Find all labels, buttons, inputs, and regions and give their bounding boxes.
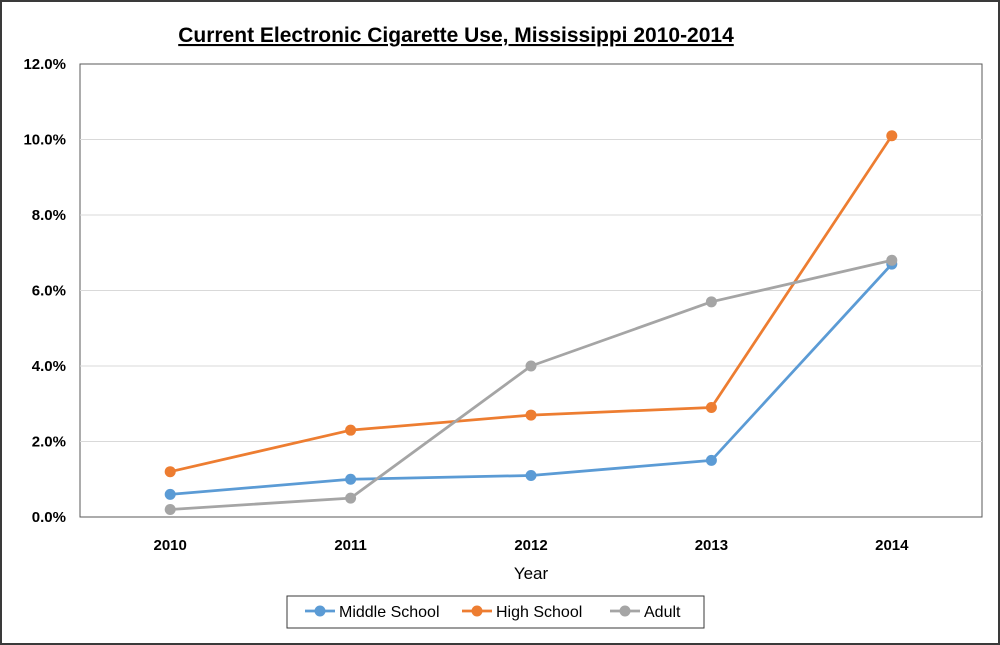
data-point-adult — [164, 503, 176, 515]
legend-label-middle-school: Middle School — [339, 604, 440, 621]
legend-label-high-school: High School — [496, 604, 582, 621]
data-point-adult — [705, 296, 717, 308]
y-tick-label: 12.0% — [23, 56, 66, 73]
x-axis-label: Year — [514, 564, 549, 583]
y-tick-label: 0.0% — [32, 509, 66, 526]
y-tick-label: 4.0% — [32, 358, 66, 375]
series-line-high-school — [169, 134, 893, 474]
legend-items: Middle School High School Adult — [305, 604, 681, 621]
y-tick-label: 2.0% — [32, 434, 66, 451]
data-point-middle-school — [164, 488, 176, 500]
x-tick-label: 2010 — [154, 537, 187, 554]
legend-label-adult: Adult — [644, 604, 681, 621]
data-point-high-school — [345, 424, 357, 436]
x-tick-label: 2011 — [334, 537, 367, 554]
gridlines — [80, 139, 982, 442]
data-point-high-school — [705, 402, 717, 414]
y-tick-label: 6.0% — [32, 283, 66, 300]
data-point-middle-school — [525, 469, 537, 481]
data-point-adult — [345, 492, 357, 504]
data-point-adult — [886, 254, 898, 266]
legend-marker-adult — [619, 605, 631, 617]
chart-title: Current Electronic Cigarette Use, Missis… — [178, 24, 734, 47]
data-point-high-school — [525, 409, 537, 421]
legend-marker-high-school — [471, 605, 483, 617]
legend-marker-middle-school — [314, 605, 326, 617]
x-axis-ticks: 2010 2011 2012 2013 2014 — [154, 537, 910, 554]
y-tick-label: 10.0% — [23, 132, 66, 149]
data-point-high-school — [886, 130, 898, 142]
y-axis-ticks: 0.0% 2.0% 4.0% 6.0% 8.0% 10.0% 12.0% — [23, 56, 66, 526]
y-tick-label: 8.0% — [32, 207, 66, 224]
x-tick-label: 2013 — [695, 537, 728, 554]
data-point-high-school — [164, 466, 176, 478]
x-tick-label: 2014 — [875, 537, 909, 554]
x-tick-label: 2012 — [514, 537, 547, 554]
series-group — [164, 130, 898, 515]
data-point-middle-school — [345, 473, 357, 485]
data-point-adult — [525, 360, 537, 372]
data-point-middle-school — [705, 454, 717, 466]
